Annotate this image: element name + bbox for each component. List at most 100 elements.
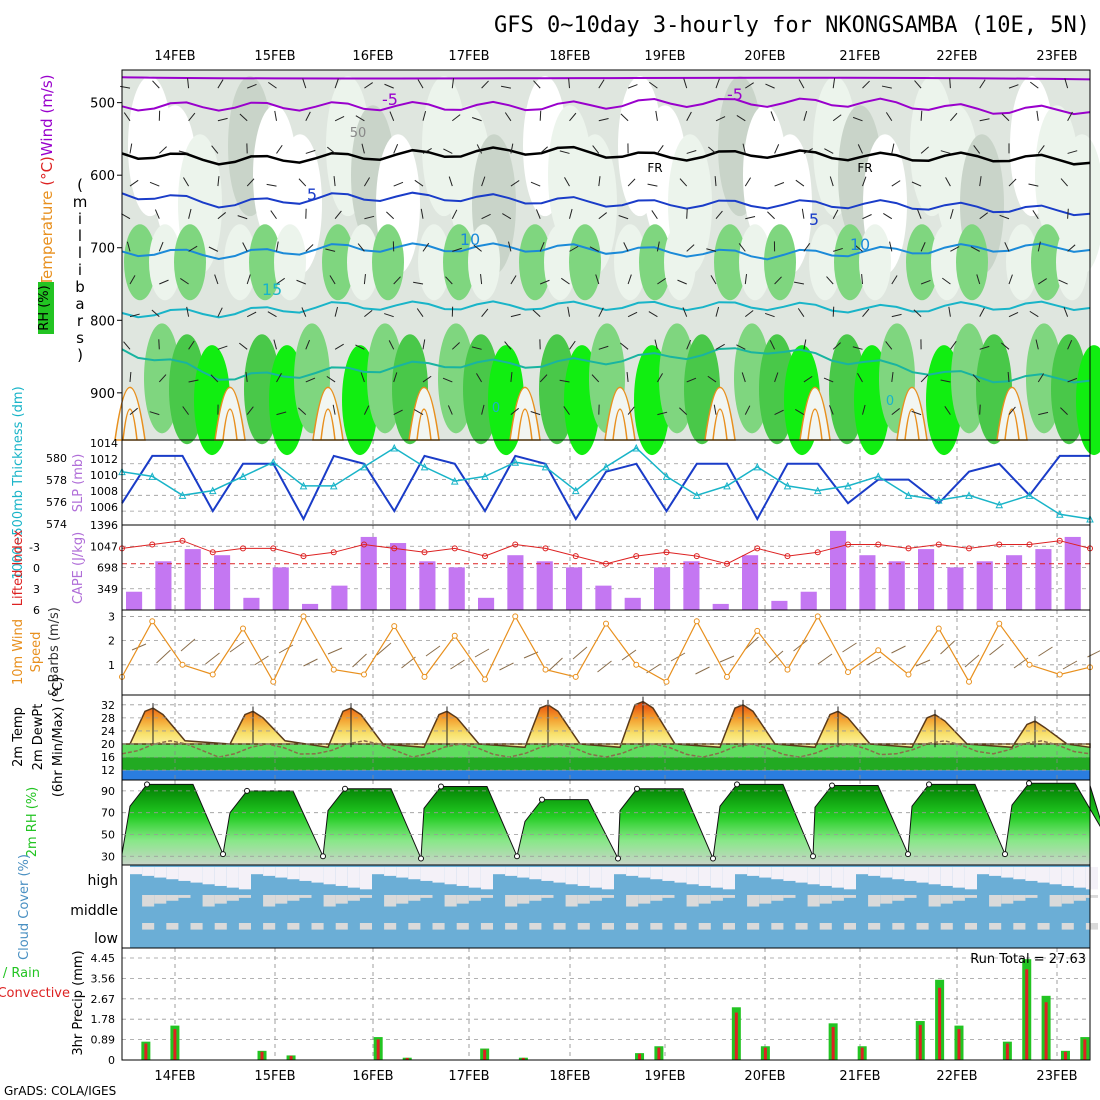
upper-wind-barb bbox=[386, 211, 395, 220]
thickness-tick: 576 bbox=[46, 496, 67, 509]
rh-ylabel: 2m RH (%) bbox=[25, 787, 40, 858]
thickness-point bbox=[934, 495, 943, 504]
cumulus-tower bbox=[799, 386, 831, 441]
upper-wind-barb bbox=[949, 78, 951, 89]
date-label-top: 15FEB bbox=[254, 49, 295, 64]
cloud-cell bbox=[880, 895, 893, 904]
li-point bbox=[996, 541, 1003, 548]
upper-wind-barb bbox=[532, 309, 541, 318]
upper-wind-barb bbox=[188, 340, 195, 350]
cloud-cell bbox=[880, 867, 893, 878]
upper-wind-barb bbox=[422, 110, 427, 121]
wind-barb bbox=[597, 660, 612, 673]
cloud-cell bbox=[166, 867, 179, 880]
precip-bar-convective bbox=[638, 1053, 642, 1060]
thickness-point bbox=[844, 481, 852, 490]
cloud-cell bbox=[335, 923, 348, 930]
humidity-cell bbox=[1056, 224, 1088, 301]
precip-legend-total: Total / Rain bbox=[0, 966, 40, 981]
upper-wind-barb bbox=[627, 406, 635, 415]
wind-barb bbox=[303, 658, 318, 667]
upper-wind-barb bbox=[481, 176, 486, 187]
isotherm-FR bbox=[121, 145, 1091, 166]
thickness-ylabel: 1000~500mb Thickness (dm) bbox=[11, 386, 26, 579]
rh-max-point bbox=[144, 781, 150, 788]
upper-wind-barb bbox=[798, 79, 805, 89]
upper-wind-barb bbox=[1067, 244, 1076, 252]
wind-speed-point bbox=[330, 666, 337, 673]
li-point bbox=[603, 560, 609, 567]
li-point bbox=[905, 545, 912, 552]
wind-speed-point bbox=[754, 627, 761, 634]
upper-wind-barb bbox=[795, 179, 805, 187]
li-point bbox=[814, 549, 821, 556]
cloud-cell bbox=[638, 867, 651, 878]
upper-wind-barb bbox=[123, 112, 131, 122]
wind-speed-point bbox=[179, 661, 186, 668]
cloud-cell bbox=[154, 867, 167, 878]
rh-max-point bbox=[539, 796, 545, 803]
upper-wind-barb bbox=[533, 80, 541, 89]
ylabel-part: (°C) bbox=[38, 156, 56, 186]
rh-tick: 30 bbox=[101, 850, 115, 863]
upper-wind-barb bbox=[1064, 78, 1069, 89]
upper-wind-barb bbox=[891, 408, 900, 416]
precip-bar-convective bbox=[918, 1024, 922, 1060]
cloud-cell bbox=[626, 923, 639, 930]
upper-wind-barb bbox=[239, 113, 248, 122]
wind-barb bbox=[891, 645, 906, 654]
thickness-point bbox=[511, 458, 520, 466]
upper-wind-barb bbox=[767, 211, 775, 220]
precip-bar-convective bbox=[173, 1029, 177, 1060]
cloud-cell bbox=[384, 923, 397, 930]
wind-speed-point bbox=[451, 632, 458, 639]
upper-wind-barb bbox=[713, 404, 717, 415]
upper-wind-barb bbox=[595, 274, 600, 285]
upper-wind-barb bbox=[591, 374, 600, 383]
upper-ylabel-char: ( bbox=[77, 176, 83, 194]
li-point bbox=[451, 545, 458, 552]
cumulus-inner bbox=[222, 408, 238, 441]
upper-wind-barb bbox=[945, 177, 951, 187]
cape-bar bbox=[859, 555, 876, 610]
upper-wind-barb bbox=[183, 177, 190, 187]
upper-wind-barb bbox=[979, 176, 982, 187]
cloud-cell bbox=[747, 867, 760, 876]
upper-wind-barb bbox=[276, 373, 282, 383]
upper-wind-barb bbox=[305, 377, 316, 383]
upper-wind-barb bbox=[832, 342, 841, 350]
upper-wind-barb bbox=[539, 146, 548, 154]
cumulus-tower bbox=[604, 386, 636, 441]
cloud-cell bbox=[856, 867, 869, 875]
date-label-top: 17FEB bbox=[448, 49, 489, 64]
wind-speed-point bbox=[361, 671, 367, 678]
upper-wind-barb bbox=[738, 243, 746, 252]
upper-wind-barb bbox=[774, 182, 785, 187]
wind-barb bbox=[205, 652, 220, 665]
date-label-bottom: 15FEB bbox=[254, 1069, 295, 1084]
cloud-cell bbox=[940, 923, 953, 930]
cloud-cell bbox=[565, 895, 578, 907]
thickness-point bbox=[299, 481, 308, 490]
upper-wind-barb bbox=[325, 248, 336, 252]
cloud-cell bbox=[359, 895, 372, 898]
li-point bbox=[270, 545, 277, 552]
cape-bar bbox=[536, 561, 553, 610]
precip-bar-convective bbox=[1044, 1002, 1048, 1060]
upper-wind-barb bbox=[797, 308, 805, 317]
rh-min-point bbox=[810, 853, 816, 860]
humidity-cell bbox=[859, 224, 891, 301]
cloud-cell bbox=[178, 867, 191, 881]
cloud-cell bbox=[868, 923, 881, 930]
upper-ytick: 600 bbox=[90, 169, 115, 184]
upper-wind-barb bbox=[774, 372, 779, 383]
upper-wind-barb bbox=[510, 313, 521, 318]
upper-wind-barb bbox=[1038, 411, 1049, 416]
upper-wind-barb bbox=[976, 274, 981, 285]
humidity-cell bbox=[569, 224, 601, 301]
upper-wind-barb bbox=[891, 313, 902, 318]
upper-wind-barb bbox=[447, 405, 453, 415]
rh-max-point bbox=[926, 781, 932, 788]
cloud-cell bbox=[190, 923, 203, 930]
contour-label: 15 bbox=[262, 280, 282, 299]
